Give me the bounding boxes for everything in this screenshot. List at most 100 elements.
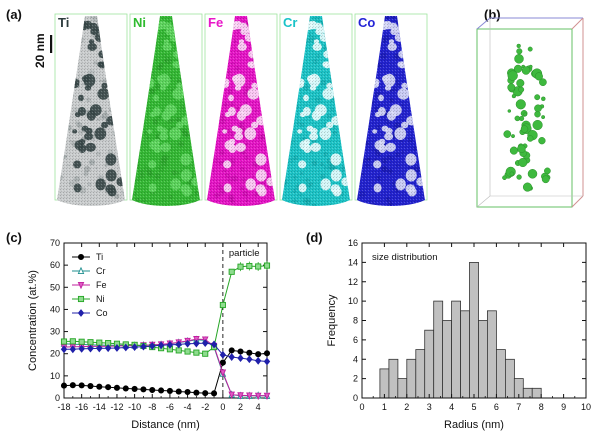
y-tick-label: 14 xyxy=(348,257,358,267)
data-point-fe xyxy=(254,392,262,401)
legend: Ti Cr Fe Ni Co xyxy=(72,252,108,318)
legend-marker-fe xyxy=(77,281,85,290)
data-point-ti xyxy=(140,386,147,393)
histogram-bar xyxy=(424,329,435,399)
legend-label-co: Co xyxy=(96,308,108,318)
particle-annotation: particle xyxy=(229,248,260,259)
legend-label-fe: Fe xyxy=(96,280,107,290)
data-point-ti xyxy=(60,382,68,389)
element-map-cr: Cr xyxy=(279,13,353,206)
panel-label-a: (a) xyxy=(6,7,22,22)
y-tick-label: 10 xyxy=(50,371,60,381)
series-ti xyxy=(60,347,271,397)
element-maps: Ti Ni Fe Cr Co xyxy=(54,13,428,206)
data-point-fe xyxy=(237,392,244,400)
data-point-ni xyxy=(202,350,209,357)
histogram-bar xyxy=(486,310,497,399)
x-tick-label: 2 xyxy=(404,402,409,412)
element-map-co: Co xyxy=(354,13,428,206)
x-tick-label: -14 xyxy=(93,402,106,412)
x-tick-label: 8 xyxy=(539,402,544,412)
x-tick-label: -8 xyxy=(148,402,156,412)
panel-label-b: (b) xyxy=(484,7,501,22)
data-point-ti xyxy=(193,389,200,396)
data-point-ti xyxy=(202,390,209,397)
data-point-ni xyxy=(255,263,262,270)
histogram-bar xyxy=(415,349,426,399)
x-axis-label: Distance (nm) xyxy=(131,419,199,431)
data-point-co xyxy=(166,340,174,349)
histogram-bar xyxy=(522,387,533,399)
data-point-ni xyxy=(69,338,76,345)
element-map-ni: Ni xyxy=(129,13,203,206)
histogram-bar xyxy=(451,300,462,399)
data-point-ti xyxy=(246,349,253,356)
y-tick-label: 40 xyxy=(50,304,60,314)
data-point-ni xyxy=(228,268,235,275)
y-axis-label: Concentration (at.%) xyxy=(27,270,39,371)
histogram-bar xyxy=(504,358,515,399)
scale-bar: 20 nm xyxy=(33,33,53,68)
data-point-co xyxy=(104,344,112,353)
histogram-bar xyxy=(379,368,390,399)
y-tick-label: 10 xyxy=(348,296,358,306)
x-tick-label: 9 xyxy=(561,402,566,412)
data-point-ti xyxy=(219,359,226,366)
y-tick-label: 6 xyxy=(353,335,358,345)
y-tick-label: 60 xyxy=(50,260,60,270)
histogram-bar xyxy=(531,387,542,399)
y-tick-label: 0 xyxy=(353,393,358,403)
data-point-co xyxy=(202,339,209,347)
data-point-ti xyxy=(263,350,271,357)
data-point-ti xyxy=(210,390,218,397)
data-point-fe xyxy=(228,391,235,399)
data-point-ni xyxy=(96,339,103,346)
series-line-fe xyxy=(63,338,267,397)
data-point-ti xyxy=(87,382,94,390)
data-point-ni xyxy=(60,338,68,345)
x-tick-label: 3 xyxy=(427,402,432,412)
apt-maps-figure: (a) (b) 20 nm Ti Ni Fe Cr Co xyxy=(6,7,584,208)
data-point-co xyxy=(78,344,85,353)
data-point-co xyxy=(219,350,227,359)
data-point-co xyxy=(122,343,129,352)
data-point-ti xyxy=(255,351,262,358)
x-tick-label: -16 xyxy=(75,402,88,412)
element-label-cr: Cr xyxy=(283,15,297,30)
data-point-co xyxy=(60,345,68,354)
data-point-ti xyxy=(228,347,235,354)
series-fe xyxy=(60,336,271,401)
y-tick-label: 30 xyxy=(50,327,60,337)
series-ni xyxy=(60,261,271,357)
chart-title: size distribution xyxy=(372,252,437,263)
data-point-co xyxy=(175,340,182,349)
y-axis-label: Frequency xyxy=(326,294,338,346)
data-point-ni xyxy=(175,347,182,354)
data-point-co xyxy=(254,356,262,365)
histogram-bar xyxy=(495,349,506,399)
x-tick-label: -10 xyxy=(128,402,141,412)
x-tick-label: 4 xyxy=(256,402,261,412)
y-tick-label: 16 xyxy=(348,238,358,248)
data-point-co xyxy=(131,343,138,351)
data-point-ni xyxy=(78,338,85,345)
data-point-co xyxy=(228,353,235,361)
x-tick-label: -2 xyxy=(201,402,209,412)
x-axis-label: Radius (nm) xyxy=(444,419,504,431)
histogram-bar xyxy=(442,320,453,399)
x-tick-label: 7 xyxy=(516,402,521,412)
data-point-co xyxy=(69,345,77,354)
data-point-ti xyxy=(105,384,112,391)
profile-plot-area: -18 -16 -14 -12 -10 -8 -6 -4 -2 0 2 401020304050607… xyxy=(27,238,271,431)
data-point-ti xyxy=(149,386,156,394)
x-tick-label: -4 xyxy=(184,402,192,412)
data-point-co xyxy=(87,344,94,353)
isosurface-view xyxy=(476,17,584,208)
data-point-ni xyxy=(193,349,200,356)
data-point-fe xyxy=(246,392,253,400)
y-tick-label: 0 xyxy=(55,393,60,403)
data-point-ni xyxy=(87,339,94,346)
y-tick-label: 8 xyxy=(353,316,358,326)
